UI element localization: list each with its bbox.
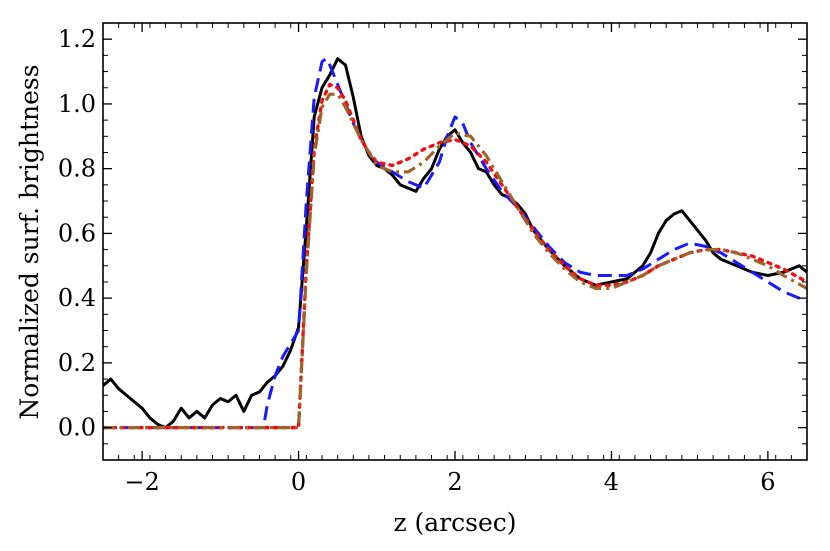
x-tick-label: −2 — [124, 468, 159, 496]
x-tick-label: 4 — [604, 468, 619, 496]
x-tick-label: 6 — [760, 468, 775, 496]
tick-labels: −2 0 2 4 6 0.0 0.2 0.4 0.6 0.8 1.0 1.2 — [58, 25, 776, 496]
y-tick-label: 0.4 — [58, 284, 96, 312]
y-tick-label: 0.6 — [58, 219, 96, 247]
y-tick-label: 0.0 — [58, 414, 96, 442]
x-tick-label: 0 — [291, 468, 306, 496]
y-axis-label: Normalized surf. brightness — [15, 64, 44, 419]
plot-background — [103, 23, 807, 460]
x-axis-label: z (arcsec) — [393, 508, 516, 537]
series-line-solid — [103, 57, 807, 430]
series-line-dashed — [103, 57, 807, 430]
y-tick-label: 0.2 — [58, 349, 96, 377]
x-tick-label: 2 — [447, 468, 462, 496]
y-tick-label: 1.0 — [58, 90, 96, 118]
series-layer — [103, 57, 807, 430]
y-tick-label: 0.8 — [58, 155, 96, 183]
plot-frame — [102, 22, 808, 461]
y-tick-label: 1.2 — [58, 25, 96, 53]
series-line-dashdot — [103, 92, 807, 430]
